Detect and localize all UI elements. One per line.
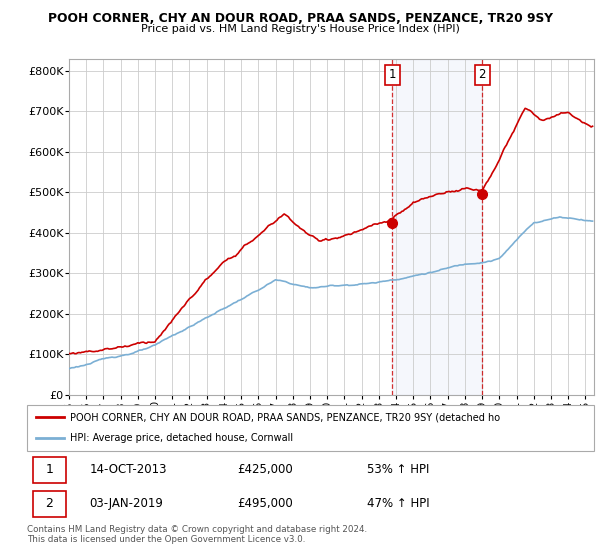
Text: Contains HM Land Registry data © Crown copyright and database right 2024.: Contains HM Land Registry data © Crown c… <box>27 525 367 534</box>
Text: POOH CORNER, CHY AN DOUR ROAD, PRAA SANDS, PENZANCE, TR20 9SY: POOH CORNER, CHY AN DOUR ROAD, PRAA SAND… <box>47 12 553 25</box>
Bar <box>392 59 482 395</box>
Text: HPI: Average price, detached house, Cornwall: HPI: Average price, detached house, Corn… <box>70 433 293 444</box>
FancyBboxPatch shape <box>32 457 65 483</box>
FancyBboxPatch shape <box>27 405 594 451</box>
Text: Price paid vs. HM Land Registry's House Price Index (HPI): Price paid vs. HM Land Registry's House … <box>140 24 460 34</box>
Text: 47% ↑ HPI: 47% ↑ HPI <box>367 497 430 510</box>
Text: 1: 1 <box>389 68 396 82</box>
Text: £495,000: £495,000 <box>237 497 293 510</box>
Text: 53% ↑ HPI: 53% ↑ HPI <box>367 463 430 476</box>
Text: 2: 2 <box>45 497 53 510</box>
Text: 2: 2 <box>479 68 486 82</box>
Text: 03-JAN-2019: 03-JAN-2019 <box>89 497 163 510</box>
FancyBboxPatch shape <box>32 491 65 517</box>
Text: 1: 1 <box>45 463 53 476</box>
Text: POOH CORNER, CHY AN DOUR ROAD, PRAA SANDS, PENZANCE, TR20 9SY (detached ho: POOH CORNER, CHY AN DOUR ROAD, PRAA SAND… <box>70 412 500 422</box>
Text: 14-OCT-2013: 14-OCT-2013 <box>89 463 167 476</box>
Text: £425,000: £425,000 <box>237 463 293 476</box>
Text: This data is licensed under the Open Government Licence v3.0.: This data is licensed under the Open Gov… <box>27 535 305 544</box>
